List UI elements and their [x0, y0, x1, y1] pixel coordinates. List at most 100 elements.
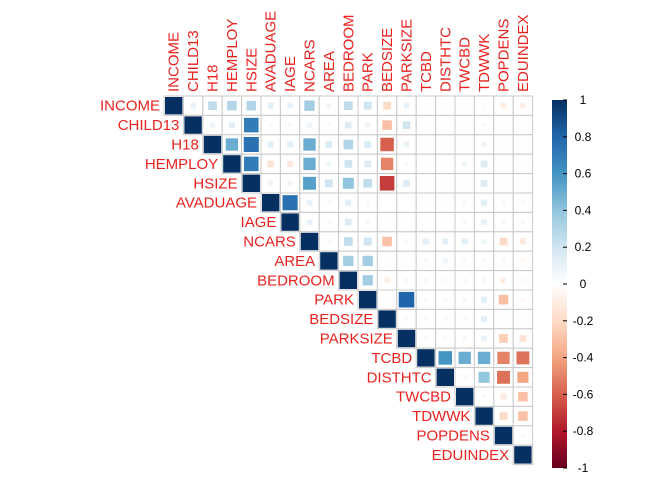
correlation-square	[424, 142, 428, 147]
correlation-square	[268, 180, 274, 186]
correlation-square	[482, 258, 487, 263]
correlation-square	[482, 394, 487, 399]
correlation-square	[282, 195, 298, 211]
correlation-square	[287, 180, 293, 186]
correlation-square	[404, 317, 409, 322]
correlation-square	[481, 199, 488, 206]
correlation-square	[443, 278, 448, 283]
correlation-square	[404, 239, 409, 244]
correlation-square	[326, 161, 332, 167]
correlation-square	[481, 335, 487, 342]
correlation-square	[478, 371, 490, 383]
correlation-square	[444, 201, 447, 204]
correlation-square	[482, 278, 487, 283]
correlation-square	[288, 123, 293, 128]
correlation-square	[521, 123, 525, 127]
correlation-square	[267, 102, 274, 109]
correlation-square	[343, 237, 353, 246]
correlation-square	[462, 220, 467, 225]
correlation-square	[345, 199, 352, 206]
row-label: AREA	[274, 253, 315, 270]
correlation-square	[364, 141, 372, 148]
row-label: INCOME	[100, 98, 160, 115]
correlation-square	[521, 317, 525, 321]
column-label: HSIZE	[243, 48, 260, 92]
correlation-square	[190, 102, 196, 109]
correlation-square	[463, 104, 467, 108]
correlation-square	[343, 139, 354, 150]
correlation-square	[304, 100, 315, 111]
correlation-square	[364, 160, 372, 168]
correlation-square	[422, 238, 429, 245]
correlation-square	[481, 219, 487, 225]
correlation-square	[382, 120, 392, 130]
correlation-square	[307, 122, 312, 128]
correlation-square	[267, 160, 275, 168]
row-label: DISTHTC	[367, 369, 432, 386]
column-label: TDWWK	[476, 34, 493, 92]
correlation-square	[463, 123, 467, 127]
column-label: TCBD	[418, 51, 435, 92]
row-label: PARK	[314, 292, 354, 309]
correlation-square	[244, 156, 259, 172]
correlation-square	[481, 239, 487, 244]
correlation-square	[165, 97, 183, 115]
colorbar-tick-label: -1	[578, 461, 589, 475]
correlation-square	[184, 116, 202, 134]
correlation-square	[404, 278, 409, 283]
correlation-square	[521, 181, 525, 185]
correlation-square	[520, 297, 525, 302]
correlation-square	[520, 102, 526, 109]
correlation-square	[246, 100, 257, 111]
correlation-square	[359, 291, 377, 309]
correlation-square	[343, 101, 353, 111]
correlation-square	[342, 177, 354, 189]
correlation-square	[267, 141, 274, 148]
correlation-square	[203, 135, 222, 154]
correlation-square	[303, 157, 316, 171]
correlation-square	[443, 181, 447, 185]
correlation-square	[385, 259, 389, 263]
correlation-square	[423, 336, 428, 341]
correlation-square	[223, 155, 241, 173]
correlation-square	[417, 349, 435, 367]
correlation-square	[462, 317, 467, 322]
correlation-square	[501, 200, 506, 205]
correlation-square	[424, 123, 428, 127]
correlation-square	[262, 194, 280, 212]
correlation-square	[344, 160, 353, 168]
correlation-square	[268, 123, 273, 128]
correlation-square	[325, 179, 333, 188]
correlation-square	[443, 142, 447, 147]
correlation-square	[343, 255, 354, 267]
column-label: TWCBD	[457, 37, 474, 92]
correlation-square	[502, 182, 505, 185]
correlation-square	[501, 220, 506, 225]
correlation-square	[458, 351, 471, 365]
correlation-square	[499, 237, 508, 246]
correlation-square	[365, 220, 370, 225]
correlation-square	[502, 143, 505, 146]
correlation-square	[306, 219, 313, 225]
row-labels: INCOME CHILD13 H18 HEMPLOY HSIZE AVADUAGE IAGE…	[100, 98, 509, 464]
correlation-square	[461, 238, 468, 245]
correlation-square	[404, 161, 409, 166]
correlation-square	[423, 317, 428, 322]
correlation-square	[244, 117, 259, 133]
correlation-square	[208, 101, 217, 111]
correlation-square	[481, 316, 488, 323]
colorbar-tick-label: -0.8	[573, 424, 594, 438]
correlation-square	[462, 200, 467, 205]
correlation-square	[516, 351, 530, 365]
correlation-square	[326, 200, 331, 205]
column-label: CHILD13	[185, 30, 202, 92]
correlation-square	[363, 178, 373, 188]
colorbar-tick-label: 1	[580, 93, 587, 107]
correlation-square	[306, 199, 313, 206]
correlation-square	[326, 123, 331, 128]
correlation-square	[365, 200, 370, 205]
correlation-square	[498, 294, 509, 305]
correlation-square	[520, 220, 525, 225]
correlation-square	[424, 220, 428, 224]
